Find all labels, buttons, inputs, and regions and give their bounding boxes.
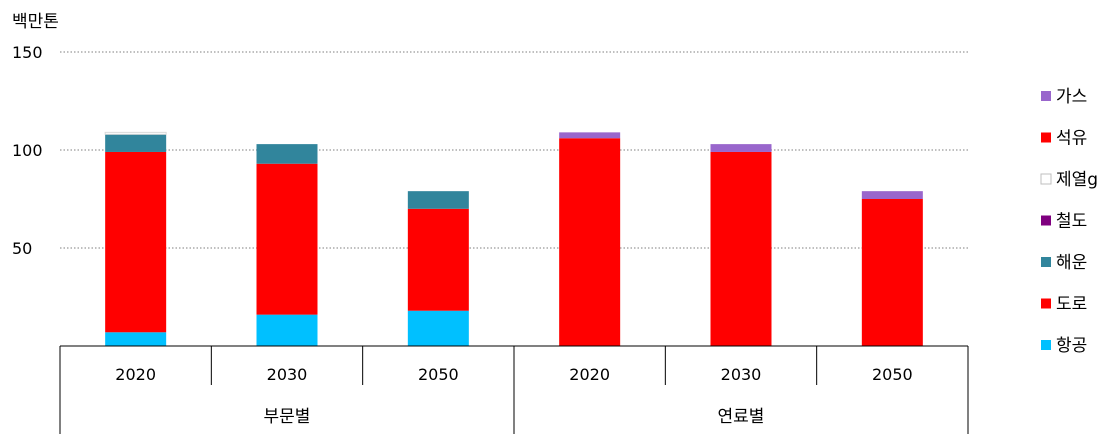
legend-swatch (1041, 257, 1051, 267)
gridlines (60, 51, 968, 249)
bar-segment (105, 134, 167, 152)
legend-entry: 가스 (1041, 87, 1087, 107)
category-label: 2030 (721, 365, 762, 384)
category-label: 2020 (569, 365, 610, 384)
bar-segment (559, 132, 621, 139)
y-tick-label: 50 (12, 239, 32, 258)
legend-swatch (1041, 298, 1051, 309)
legend-entry: 제열g (1040, 170, 1098, 190)
legend-entry: 철도 (1041, 212, 1087, 232)
group-label: 부문별 (264, 407, 311, 427)
legend-label: 제열g (1056, 170, 1098, 190)
bar-segment (861, 191, 923, 199)
bar-segment (256, 163, 318, 315)
legend-swatch (1041, 340, 1051, 350)
bar-segment (256, 144, 318, 164)
bar-segment (861, 199, 923, 346)
category-label: 2020 (115, 365, 156, 384)
legend-label: 철도 (1056, 212, 1087, 232)
legend-label: 가스 (1056, 87, 1087, 107)
legend-entry: 도로 (1041, 295, 1087, 315)
legend-swatch (1041, 132, 1051, 143)
legend-swatch (1041, 91, 1051, 101)
legend-label: 해운 (1056, 253, 1087, 273)
bar-segment (407, 208, 469, 311)
bar-segment (256, 314, 318, 346)
group-label: 연료별 (718, 407, 765, 427)
y-axis-unit-label: 백만톤 (12, 12, 59, 32)
bars (104, 131, 923, 346)
legend-swatch (1041, 215, 1051, 226)
bar-segment (105, 332, 167, 346)
legend-label: 항공 (1056, 336, 1087, 356)
legend-entry: 항공 (1041, 336, 1087, 356)
legend-swatch (1040, 173, 1052, 185)
bar-segment (104, 131, 167, 135)
bar-segment (105, 151, 167, 333)
category-label: 2050 (418, 365, 459, 384)
category-label: 2030 (267, 365, 308, 384)
category-axis: 2020 2030 2050 2020 2030 2050 부문별 연료별 (59, 345, 969, 434)
bar-segment (710, 151, 772, 346)
bar-segment (407, 310, 469, 346)
y-tick-label: 150 (12, 43, 43, 62)
y-tick-labels: 50 100 150 (12, 43, 43, 258)
legend-entry: 해운 (1041, 253, 1087, 273)
bar-segment (710, 144, 772, 152)
y-tick-label: 100 (12, 141, 43, 160)
legend-entry: 석유 (1041, 129, 1087, 149)
bar-segment (407, 191, 469, 209)
bar-segment (559, 138, 621, 346)
legend-label: 석유 (1056, 129, 1087, 149)
category-label: 2050 (872, 365, 913, 384)
legend-label: 도로 (1056, 295, 1087, 315)
